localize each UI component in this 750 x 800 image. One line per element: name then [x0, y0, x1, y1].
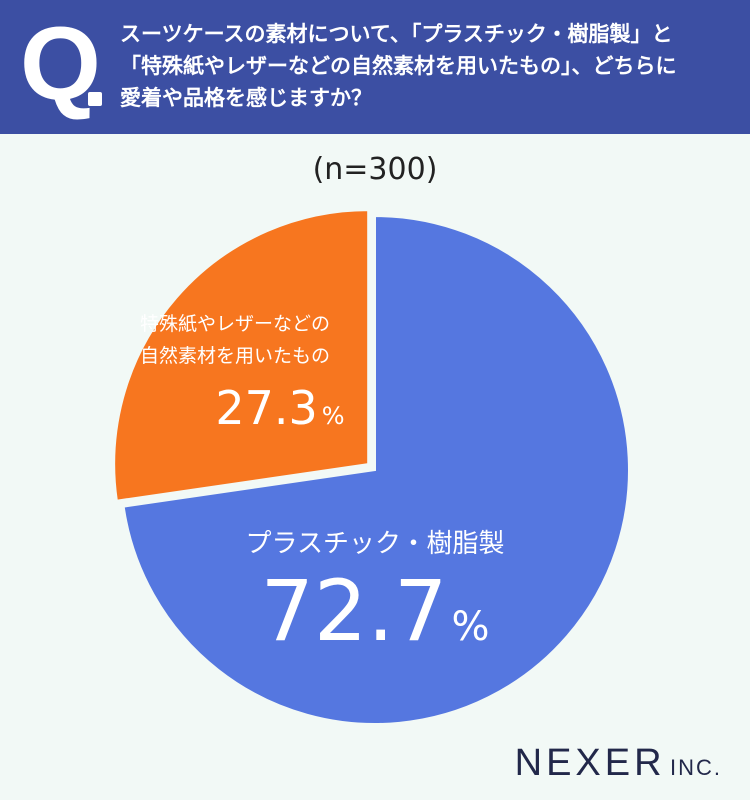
question-header: Q スーツケースの素材について、「プラスチック・樹脂製」と 「特殊紙やレザーなど…: [0, 0, 750, 134]
brand-name: NEXER: [514, 742, 666, 784]
pie-slice-plastic: [122, 214, 630, 725]
q-letter: Q: [20, 6, 101, 122]
slice-label-natural-line1: 特殊紙やレザーなどの: [140, 313, 330, 335]
pie-slice-natural: [113, 209, 370, 502]
nexer-logo: NEXER INC.: [515, 742, 722, 785]
slice-value-natural: 27.3%: [215, 381, 344, 435]
pie-slices: [113, 209, 630, 725]
sample-size-label: (n=300): [312, 152, 438, 187]
brand-suffix: INC.: [670, 755, 722, 780]
slice-value-plastic: 72.7%: [260, 562, 489, 660]
q-dot-icon: [88, 92, 102, 106]
slice-label-plastic: プラスチック・樹脂製: [246, 529, 505, 559]
question-text: スーツケースの素材について、「プラスチック・樹脂製」と 「特殊紙やレザーなどの自…: [120, 22, 677, 110]
slice-label-natural-line2: 自然素材を用いたもの: [140, 345, 330, 367]
